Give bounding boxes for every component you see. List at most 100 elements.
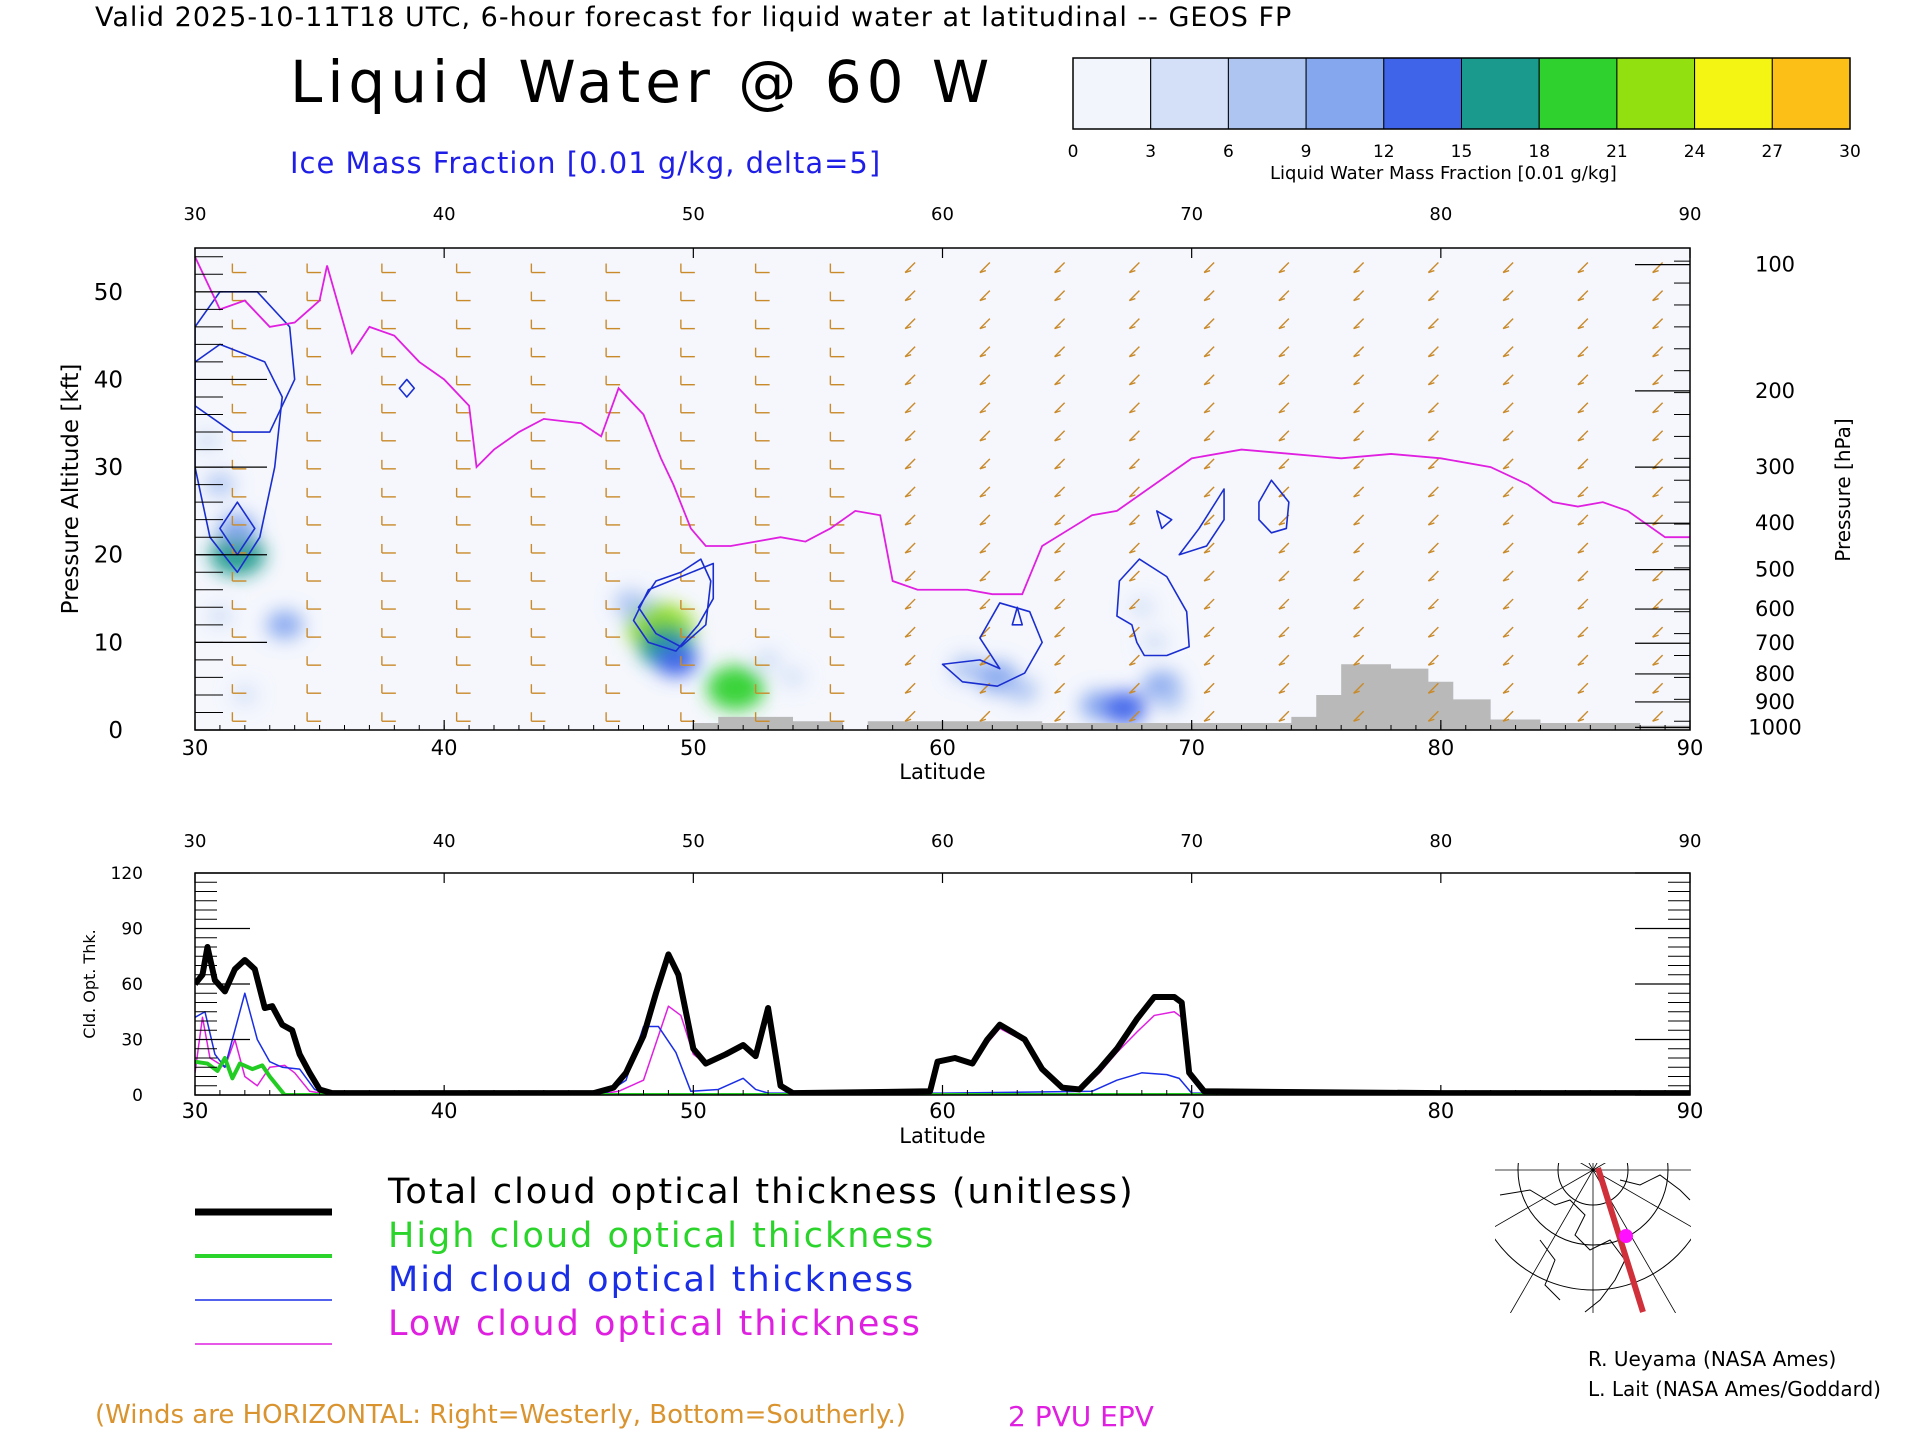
wind-barb (1502, 710, 1514, 722)
wind-barb (1577, 514, 1589, 526)
wind-barb (1054, 318, 1066, 330)
wind-barb (1128, 318, 1140, 330)
wind-barb (1502, 374, 1514, 386)
wind-barb-feather (1203, 550, 1211, 554)
wind-barb (1577, 542, 1589, 554)
wind-barb-feather (1502, 466, 1510, 470)
wind-barb-feather (1577, 269, 1585, 274)
wind-barb-feather (904, 382, 912, 386)
wind-barb (1278, 570, 1290, 582)
wind-barb (1203, 374, 1215, 386)
wind-barb (1128, 430, 1140, 442)
wind-barb (1577, 430, 1589, 442)
wind-barb-feather (1353, 690, 1360, 694)
wind-barb-feather (1652, 354, 1659, 358)
wind-barb (1054, 402, 1066, 414)
wind-barb (1652, 374, 1664, 386)
wind-barb (904, 598, 916, 610)
wind-barb (1502, 346, 1514, 358)
pressure-tick-label: 1000 (1748, 715, 1801, 739)
wind-barb (1652, 486, 1664, 498)
wind-barb (1353, 626, 1365, 638)
x-axis-label: Latitude (899, 1124, 985, 1148)
wind-barb-feather (1428, 438, 1435, 442)
wind-barb-feather (1428, 606, 1435, 610)
wind-barb (1128, 458, 1140, 470)
wind-barb (1652, 542, 1664, 554)
wind-barb (904, 374, 916, 386)
wind-barb-feather (1054, 718, 1061, 722)
wind-barb-feather (904, 438, 912, 442)
x-tick-label-top: 60 (931, 204, 954, 225)
wind-barb-feather (1203, 662, 1211, 666)
wind-barb-feather (1129, 578, 1136, 582)
wind-barb (1577, 374, 1589, 386)
pressure-tick-label: 100 (1755, 253, 1795, 277)
wind-barb-feather (1502, 606, 1510, 610)
wind-barb (904, 346, 916, 358)
pressure-tick-label: 500 (1755, 558, 1795, 582)
y-tick-label: 20 (94, 543, 123, 569)
wind-barb (1128, 542, 1140, 554)
x-tick-label-top: 80 (1429, 831, 1452, 852)
ice-contour (941, 602, 1043, 687)
wind-barb-feather (1203, 690, 1211, 694)
wind-barb-feather (1203, 578, 1211, 582)
wind-barb (1128, 346, 1140, 358)
liquid-water-blob (706, 665, 765, 711)
wind-barb-feather (979, 297, 987, 302)
wind-barb (1577, 402, 1589, 414)
wind-barb (1054, 374, 1066, 386)
wind-barb-feather (979, 522, 987, 526)
wind-barb-feather (979, 550, 987, 554)
wind-barb-feather (1278, 382, 1286, 386)
wind-barb (1353, 598, 1365, 610)
wind-barb (1427, 290, 1439, 302)
plot-area (195, 944, 1690, 1095)
location-marker (1619, 1229, 1633, 1243)
wind-barb (1427, 626, 1439, 638)
wind-barb-feather (1502, 662, 1510, 666)
wind-barb-feather (1054, 297, 1061, 302)
wind-barb-feather (1278, 354, 1286, 358)
wind-barb-feather (1278, 578, 1286, 582)
colorbar-segment (1538, 57, 1618, 130)
wind-barb-feather (1652, 718, 1659, 722)
wind-barb (1203, 654, 1215, 666)
wind-barb (1128, 262, 1140, 274)
wind-barb (1203, 710, 1215, 722)
wind-barb (904, 542, 916, 554)
wind-barb-feather (904, 269, 912, 274)
wind-barb (1203, 486, 1215, 498)
wind-barb-feather (1203, 382, 1211, 386)
ice-contour (1178, 488, 1225, 556)
wind-barb (1502, 290, 1514, 302)
wind-barb-feather (1577, 578, 1585, 582)
wind-barb (1278, 458, 1290, 470)
colorbar-tick-label: 3 (1145, 142, 1156, 162)
wind-barb-feather (1203, 634, 1211, 638)
x-tick-label-top: 90 (1679, 204, 1702, 225)
wind-barb (1652, 402, 1664, 414)
wind-barb-feather (1054, 494, 1061, 498)
wind-barb-feather (1054, 578, 1061, 582)
wind-barb (1502, 570, 1514, 582)
wind-barb-feather (1652, 269, 1659, 274)
ice-contour (637, 558, 712, 648)
wind-barb-feather (904, 354, 912, 358)
ice-contour (1258, 479, 1290, 534)
wind-barb (1502, 626, 1514, 638)
wind-barb-feather (979, 662, 987, 666)
wind-barb (1502, 262, 1514, 274)
wind-barb (1577, 570, 1589, 582)
wind-barb (1427, 542, 1439, 554)
wind-barb-feather (1428, 578, 1435, 582)
liquid-water-blob (232, 685, 258, 705)
wind-barb-feather (979, 578, 987, 582)
wind-barb-feather (1353, 662, 1360, 666)
wind-barb (1427, 514, 1439, 526)
wind-barbs (231, 262, 1664, 722)
wind-barb (1353, 486, 1365, 498)
wind-barb-feather (1502, 410, 1510, 414)
wind-barb (1054, 290, 1066, 302)
